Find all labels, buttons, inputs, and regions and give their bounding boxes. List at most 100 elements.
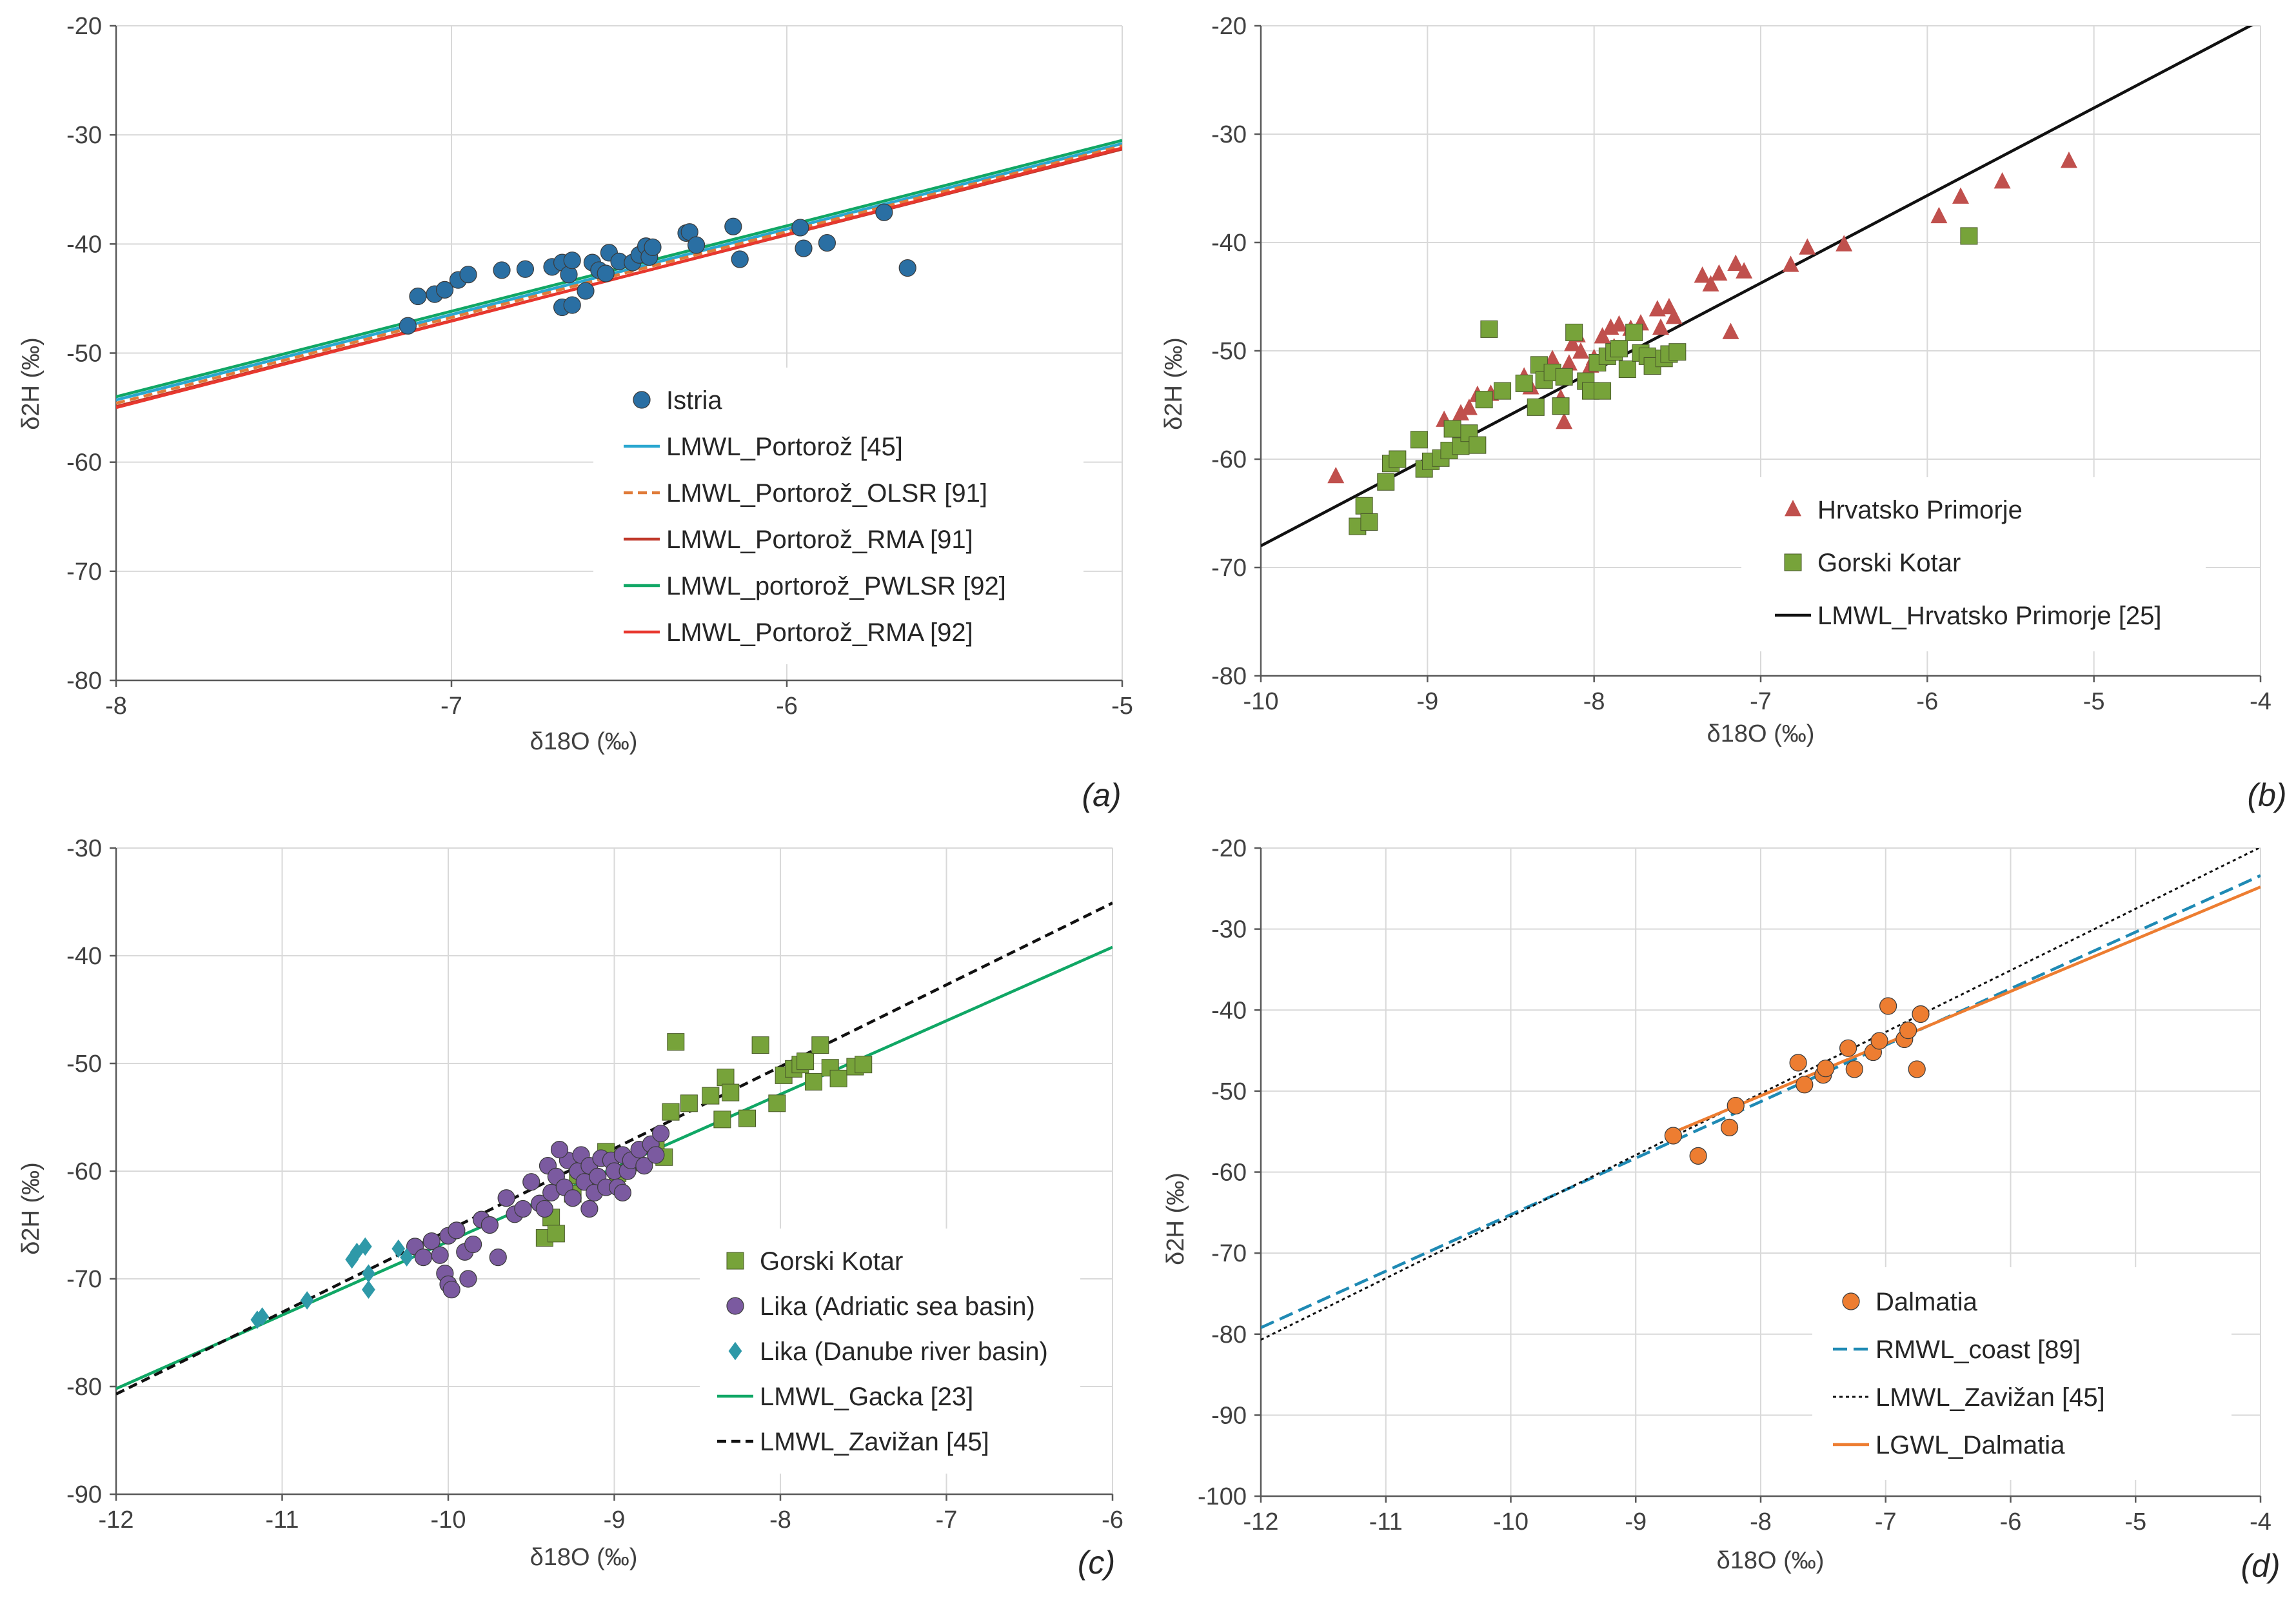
y-axis-label-d: δ2H (‰): [1162, 1172, 1189, 1265]
x-tick-label: -6: [1102, 1506, 1123, 1534]
data-point: [1839, 1039, 1857, 1057]
x-axis-label-a: δ18O (‰): [530, 728, 638, 755]
legend-label: LMWL_Portorož_RMA [92]: [666, 618, 973, 647]
x-tick-label: -5: [2083, 688, 2105, 715]
chart-a: -8 -7 -6 -5 -20 -30 -40 -50 -60 -70 -80 Istria LMWL…: [17, 13, 1133, 813]
data-point: [1572, 342, 1589, 359]
data-point: [564, 1189, 582, 1207]
data-point: [442, 1281, 460, 1299]
data-point: [362, 1280, 375, 1299]
legend-b: Hrvatsko Primorje Gorski Kotar LMWL_Hrvats…: [1775, 496, 2161, 630]
legend-marker-swatch: [726, 1297, 744, 1315]
data-point: [1727, 254, 1745, 271]
data-point: [1555, 368, 1573, 386]
x-tick-label: -11: [1369, 1508, 1403, 1536]
data-point: [875, 203, 893, 221]
data-point: [1515, 374, 1533, 392]
x-tick-label: -7: [440, 693, 462, 720]
data-point: [680, 1094, 698, 1112]
legend-label: Hrvatsko Primorje: [1817, 496, 2023, 524]
data-point: [1460, 399, 1478, 415]
data-point: [1494, 382, 1512, 400]
data-point: [797, 1052, 815, 1071]
y-tick-label: -70: [1211, 555, 1247, 582]
x-tick-label: -9: [604, 1506, 626, 1534]
y-tick-label: -60: [66, 1158, 102, 1185]
x-tick-label: -10: [1243, 688, 1279, 715]
legend-label: Gorski Kotar: [1817, 549, 1961, 577]
lines-a: [116, 139, 1122, 410]
y-tick-label: -40: [1211, 997, 1247, 1024]
data-point: [1452, 404, 1469, 420]
legend-a: Istria LMWL_Portorož [45] LMWL_Portorož_OL…: [624, 386, 1006, 647]
series-line: [1261, 874, 2261, 1329]
legend-label: LGWL_Dalmatia: [1875, 1431, 2065, 1459]
legend-label: LMWL_portorož_PWLSR [92]: [666, 572, 1006, 600]
data-point: [651, 1124, 670, 1143]
data-point: [1664, 1127, 1682, 1145]
data-point: [805, 1072, 822, 1091]
data-point: [613, 1183, 631, 1202]
data-point: [1960, 227, 1978, 245]
data-point: [829, 1069, 847, 1087]
data-point: [1796, 1076, 1814, 1094]
panel-label-b: (b): [2247, 777, 2286, 813]
data-point: [855, 1056, 873, 1074]
data-point: [448, 1221, 466, 1240]
y-tick-label: -40: [66, 943, 102, 970]
y-tick-label: -20: [1211, 835, 1247, 862]
legend-marker-swatch: [728, 1341, 742, 1361]
legend-marker-swatch: [726, 1252, 744, 1270]
data-point: [731, 250, 749, 268]
x-tick-label: -5: [2124, 1508, 2146, 1536]
x-tick-label: -9: [1625, 1508, 1647, 1536]
ticks-a: -8 -7 -6 -5 -20 -30 -40 -50 -60 -70 -80: [66, 13, 1133, 720]
data-point: [644, 238, 662, 257]
data-point: [1648, 300, 1666, 317]
y-tick-label: -30: [1211, 916, 1247, 943]
data-point: [1327, 466, 1345, 484]
data-point: [400, 1248, 414, 1267]
lines-d: [1261, 848, 2261, 1341]
data-point: [391, 1239, 406, 1258]
legend-label: LMWL_Zavižan [45]: [760, 1428, 989, 1456]
y-axis-label-b: δ2H (‰): [1160, 337, 1187, 430]
data-point: [1552, 397, 1570, 415]
y-tick-label: -60: [1211, 1160, 1247, 1187]
legend-marker-swatch: [1785, 500, 1801, 517]
data-point: [702, 1087, 720, 1105]
data-point: [1594, 382, 1612, 400]
x-axis-label-b: δ18O (‰): [1707, 720, 1815, 747]
data-point: [1527, 398, 1545, 416]
legend-label: Lika (Adriatic sea basin): [760, 1292, 1035, 1321]
data-point: [1710, 264, 1728, 281]
y-tick-label: -30: [66, 122, 102, 149]
data-point: [255, 1307, 269, 1326]
x-axis-label-c: δ18O (‰): [530, 1544, 638, 1571]
data-point: [422, 1232, 440, 1250]
data-point: [362, 1264, 375, 1283]
data-point: [1594, 327, 1611, 344]
y-tick-label: -80: [66, 1374, 102, 1401]
data-point: [751, 1036, 769, 1054]
data-point: [811, 1036, 829, 1054]
data-point: [493, 261, 511, 279]
x-tick-label: -7: [936, 1506, 958, 1534]
data-point: [1610, 340, 1628, 358]
data-point: [1377, 473, 1395, 491]
points-d: [1664, 997, 1930, 1165]
y-tick-label: -20: [1211, 13, 1247, 40]
x-tick-label: -7: [1875, 1508, 1897, 1536]
x-axis-label-d: δ18O (‰): [1717, 1547, 1825, 1574]
y-tick-label: -40: [66, 231, 102, 258]
data-point: [667, 1033, 685, 1051]
data-point: [1443, 420, 1461, 438]
y-tick-label: -60: [1211, 446, 1247, 473]
data-point: [722, 1083, 740, 1101]
data-point: [1564, 334, 1581, 351]
data-point: [1799, 238, 1816, 255]
data-point: [431, 1246, 449, 1264]
x-tick-label: -4: [2250, 688, 2271, 715]
legend-label: Dalmatia: [1875, 1288, 1978, 1316]
y-tick-label: -70: [66, 1266, 102, 1293]
